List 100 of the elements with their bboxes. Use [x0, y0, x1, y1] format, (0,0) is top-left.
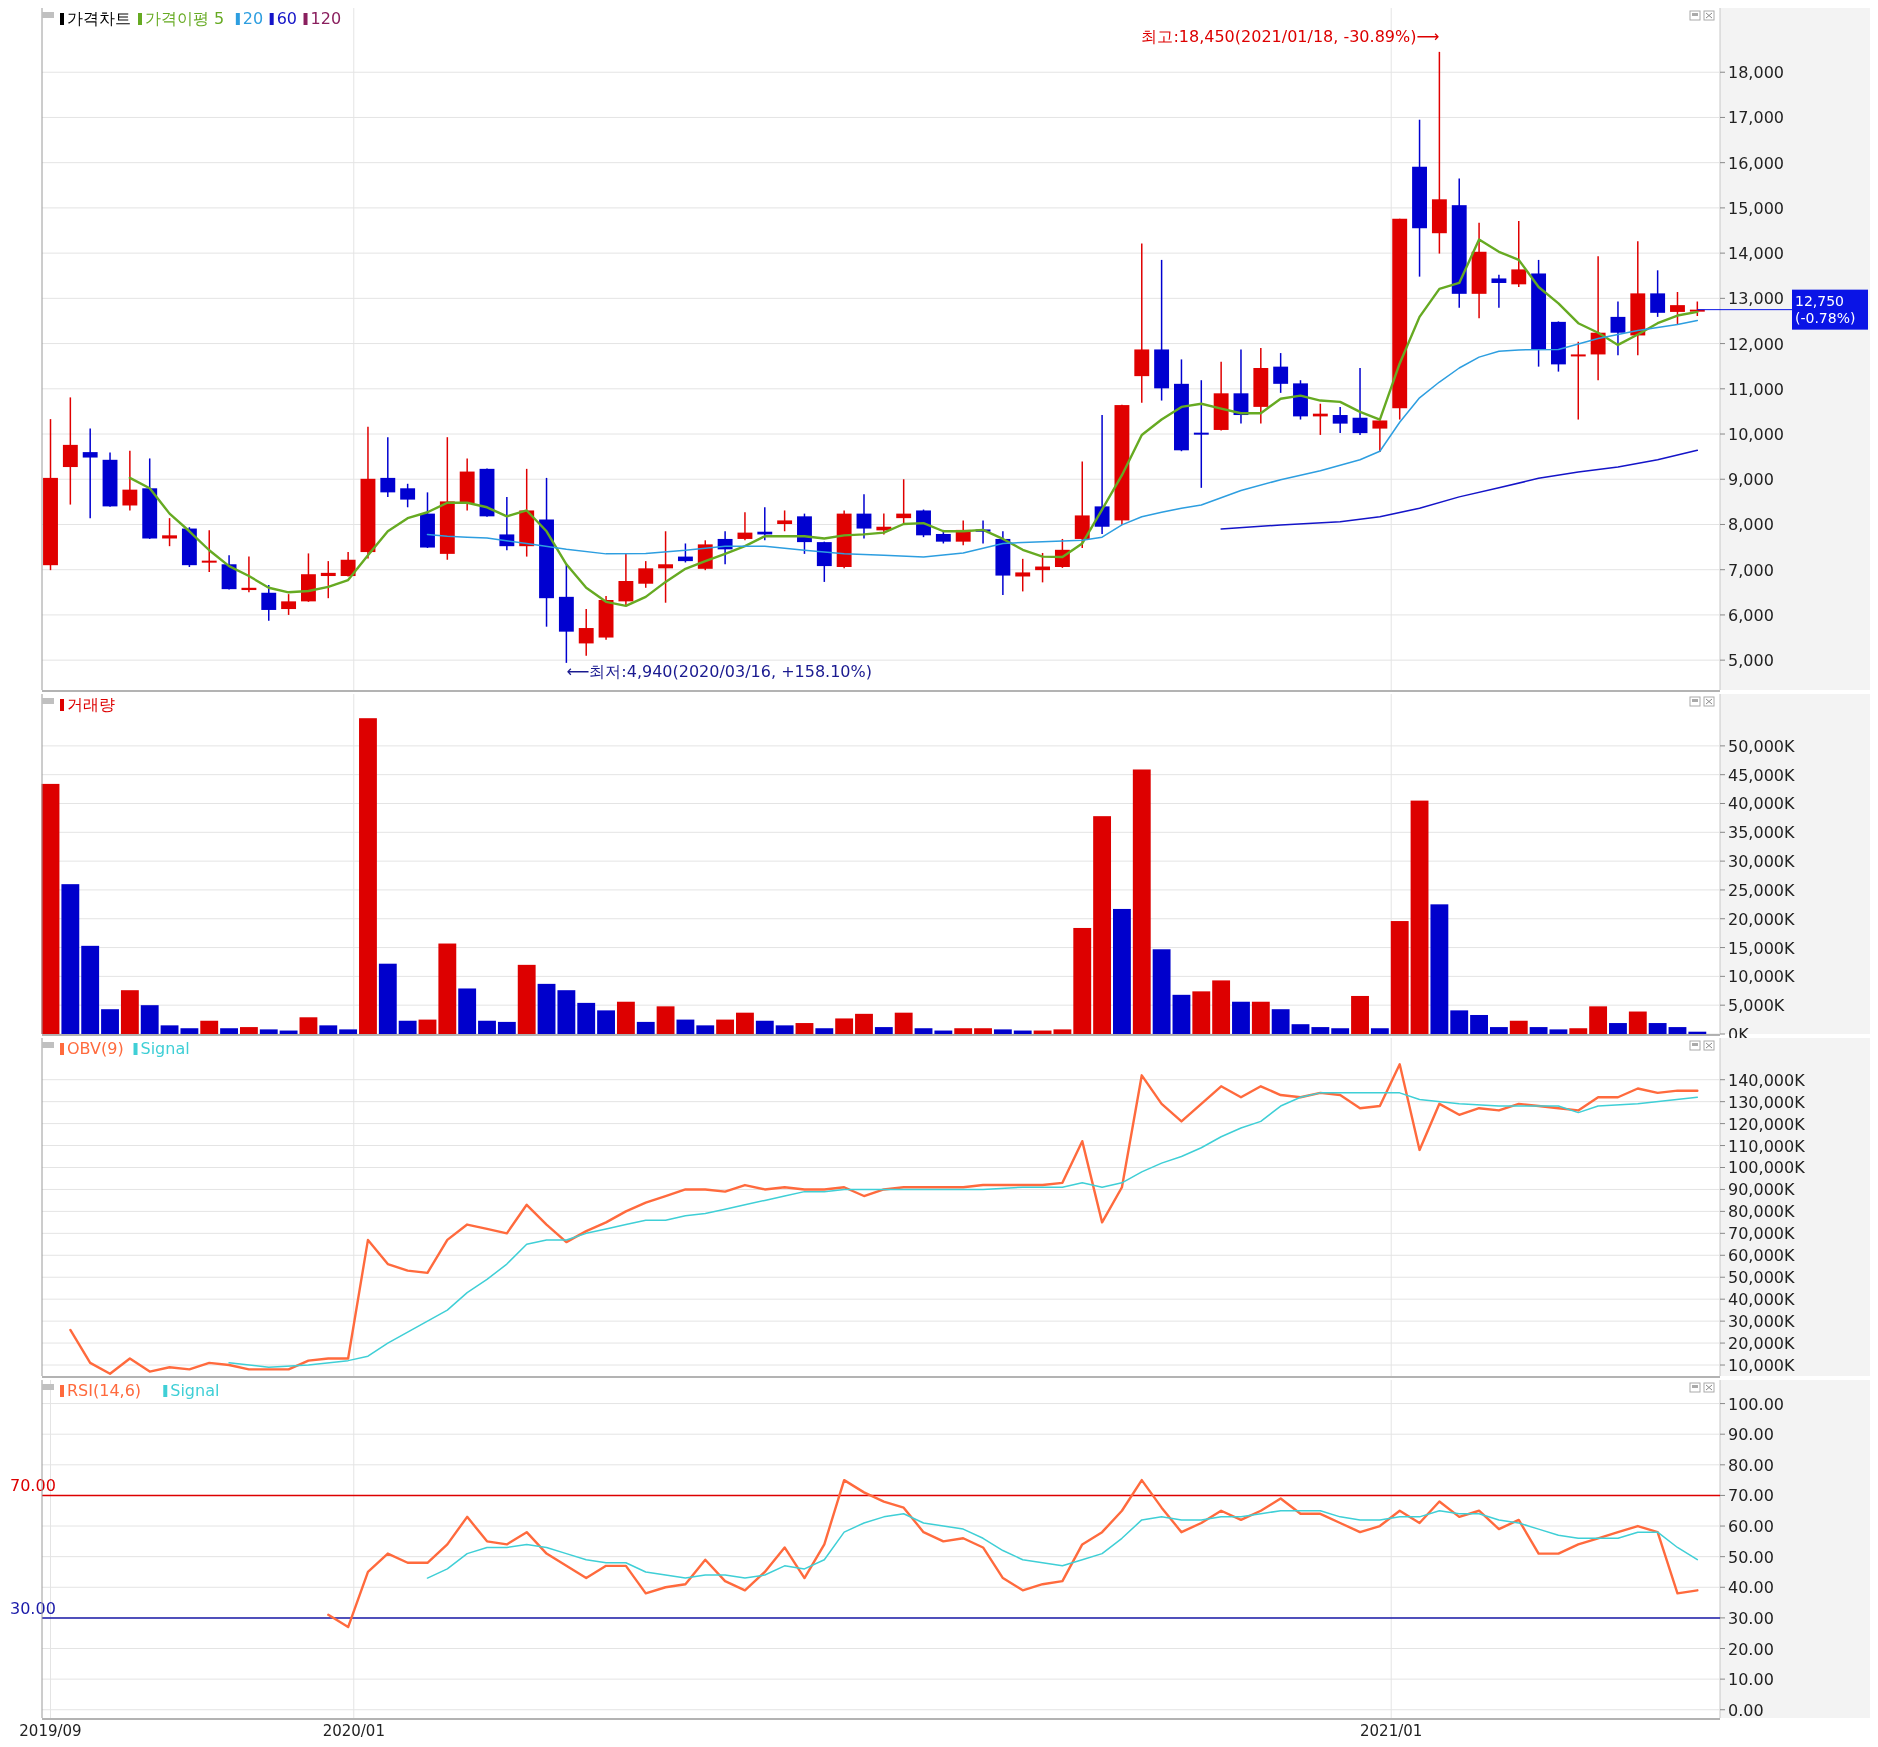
bar	[61, 884, 80, 1034]
candlestick	[62, 396, 78, 506]
candlestick	[499, 496, 515, 551]
line-series	[1220, 449, 1699, 530]
candlestick	[320, 560, 336, 599]
candlestick	[856, 493, 872, 540]
bar	[1113, 908, 1131, 1034]
candlestick	[896, 478, 912, 525]
bar	[557, 990, 576, 1034]
bar	[815, 1028, 834, 1034]
y-tick-label: 100.00	[1728, 1394, 1784, 1414]
candlestick	[82, 427, 98, 519]
y-tick-label: 12,000	[1728, 334, 1784, 354]
annotation: 12,750 (-0.78%)	[1795, 292, 1856, 326]
y-tick-label: 30.00	[1728, 1608, 1774, 1628]
candlestick	[162, 517, 177, 547]
bar	[180, 1028, 199, 1034]
bar	[1232, 1001, 1250, 1034]
bar	[1648, 1023, 1667, 1034]
bar	[418, 1019, 437, 1034]
bar	[1370, 1028, 1389, 1034]
y-tick-label: 10,000	[1728, 425, 1784, 445]
y-tick-label: 18,000	[1728, 63, 1784, 83]
bar	[220, 1028, 238, 1034]
y-tick-label: 7,000	[1728, 560, 1774, 580]
x-tick-label: 2019/09	[19, 1722, 82, 1740]
bar	[1331, 1028, 1350, 1034]
bar	[1351, 995, 1369, 1034]
y-tick-label: 14,000	[1728, 244, 1784, 264]
bar	[319, 1025, 338, 1034]
bar	[656, 1006, 675, 1034]
y-tick-label: 10,000K	[1728, 967, 1795, 987]
candlestick	[122, 450, 138, 512]
bar	[855, 1013, 873, 1034]
y-tick-label: 90,000K	[1728, 1180, 1795, 1200]
bar	[993, 1029, 1012, 1034]
ref-line-label: 30.00	[10, 1598, 56, 1618]
candlestick	[638, 560, 654, 589]
legend-label: Signal	[170, 1381, 220, 1400]
bar	[1430, 904, 1449, 1034]
bar	[1132, 769, 1151, 1034]
bar	[1271, 1009, 1290, 1034]
legend-label: RSI(14,6)	[67, 1381, 142, 1400]
y-tick-label: 5,000	[1728, 651, 1774, 671]
y-tick-label: 140,000K	[1728, 1070, 1806, 1090]
bar	[1450, 1010, 1469, 1034]
bar	[1470, 1014, 1488, 1034]
y-tick-label: 17,000	[1728, 108, 1784, 128]
y-tick-label: 40,000K	[1728, 1290, 1795, 1310]
bar	[1509, 1020, 1528, 1034]
y-tick-label: 70,000K	[1728, 1224, 1795, 1244]
bar	[1668, 1027, 1687, 1034]
bar	[1311, 1027, 1330, 1034]
bar	[1152, 949, 1171, 1034]
bar	[339, 1029, 358, 1034]
y-tick-label: 11,000	[1728, 379, 1784, 399]
bar	[200, 1020, 219, 1034]
candlestick	[201, 529, 217, 573]
bar	[676, 1019, 695, 1034]
bar	[716, 1019, 735, 1034]
bar	[259, 1029, 278, 1034]
y-tick-label: 10,000K	[1728, 1356, 1795, 1376]
bar	[736, 1012, 754, 1034]
bar	[775, 1025, 794, 1034]
y-tick-label: 40,000K	[1728, 794, 1795, 814]
y-tick-label: 10.00	[1728, 1670, 1774, 1690]
candlestick	[1074, 460, 1090, 549]
bar	[81, 945, 100, 1034]
bar	[537, 983, 556, 1034]
candlestick	[1352, 367, 1368, 436]
candlestick	[1273, 352, 1289, 394]
y-tick-label: 130,000K	[1728, 1092, 1806, 1112]
y-tick-label: 13,000	[1728, 289, 1784, 309]
candlestick	[1015, 558, 1031, 593]
y-tick-label: 60.00	[1728, 1517, 1774, 1537]
bar	[239, 1027, 258, 1034]
bar	[1489, 1027, 1508, 1034]
candlestick	[618, 553, 634, 607]
y-tick-label: 40.00	[1728, 1578, 1774, 1598]
bar	[1053, 1029, 1072, 1034]
bar	[517, 964, 536, 1034]
y-tick-label: 20,000K	[1728, 909, 1795, 929]
y-tick-label: 110,000K	[1728, 1136, 1806, 1156]
bar	[299, 1017, 318, 1034]
x-tick-label: 2021/01	[1360, 1722, 1423, 1740]
bar	[497, 1021, 516, 1034]
bar	[835, 1018, 854, 1034]
y-tick-label: 100,000K	[1728, 1158, 1806, 1178]
candlestick	[261, 584, 277, 622]
legend-label: 20	[242, 9, 264, 28]
candlestick	[1491, 274, 1507, 309]
y-tick-label: 60,000K	[1728, 1246, 1795, 1266]
y-tick-label: 80.00	[1728, 1455, 1774, 1475]
y-tick-label: 90.00	[1728, 1425, 1774, 1445]
bar	[438, 943, 457, 1034]
bar	[1529, 1027, 1548, 1034]
candlestick	[1511, 220, 1527, 288]
y-tick-label: 9,000	[1728, 470, 1774, 490]
bar	[597, 1010, 615, 1034]
y-tick-label: 80,000K	[1728, 1202, 1795, 1222]
